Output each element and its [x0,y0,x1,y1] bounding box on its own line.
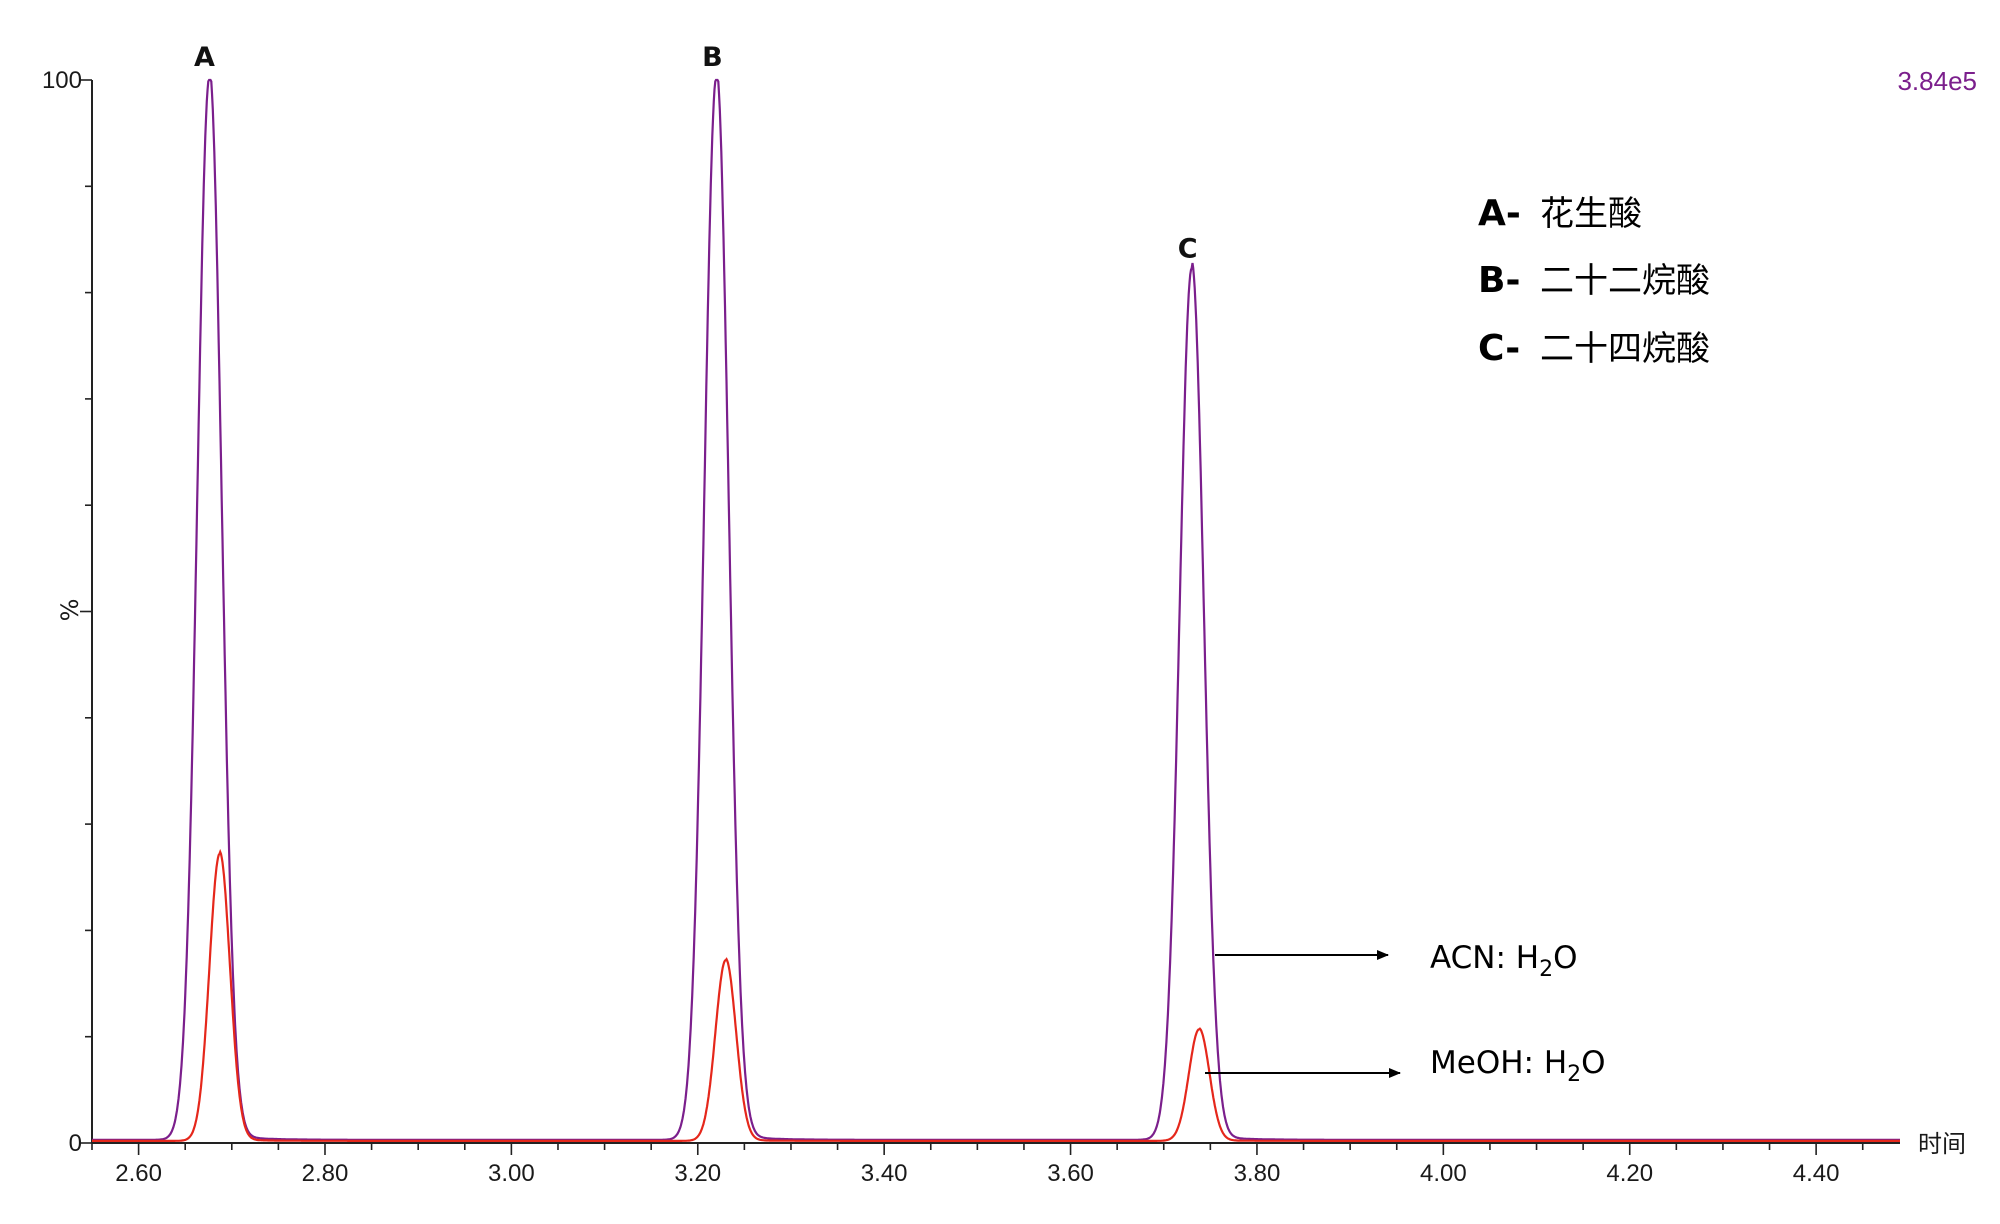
legend-name-c: 二十四烷酸 [1540,329,1710,369]
x-tick-label: 3.00 [488,1160,535,1187]
series-line-meoh-h2o [92,848,1900,1142]
y-tick-label-100: 100 [42,67,82,94]
series-line-acn-h2o [92,78,1900,1141]
x-tick-label: 3.40 [861,1160,908,1187]
intensity-scale-label: 3.84e5 [1897,66,1977,96]
legend-name-b: 二十二烷酸 [1540,261,1710,301]
series-annotation-acn: ACN: H2O [1430,940,1578,982]
series-annotation-meoh: MeOH: H2O [1430,1045,1606,1087]
x-tick-label: 3.60 [1047,1160,1094,1187]
x-tick-label: 4.00 [1420,1160,1467,1187]
x-tick-label: 3.20 [674,1160,721,1187]
peak-label-b: B [702,42,723,73]
x-tick-labels: 2.60 2.80 3.00 3.20 3.40 3.60 3.80 4.00 … [115,1160,1839,1187]
peak-label-c: C [1178,233,1198,264]
legend-name-a: 花生酸 [1540,194,1642,234]
legend-key-a: A- [1478,193,1521,234]
x-tick-label: 2.80 [302,1160,349,1187]
legend-key-c: C- [1478,328,1520,369]
x-tick-label: 3.80 [1234,1160,1281,1187]
x-tick-label: 4.20 [1606,1160,1653,1187]
x-axis-label: 时间 [1918,1130,1966,1158]
peak-label-a: A [194,42,215,73]
y-ticks [80,79,92,1144]
compound-legend: A- 花生酸 B- 二十二烷酸 C- 二十四烷酸 [1478,193,1710,369]
y-axis-label: % [56,599,84,622]
x-tick-label: 4.40 [1793,1160,1840,1187]
legend-key-b: B- [1478,260,1520,301]
y-tick-label-0: 0 [69,1130,82,1157]
x-ticks [91,1143,1864,1155]
x-tick-label: 2.60 [115,1160,162,1187]
